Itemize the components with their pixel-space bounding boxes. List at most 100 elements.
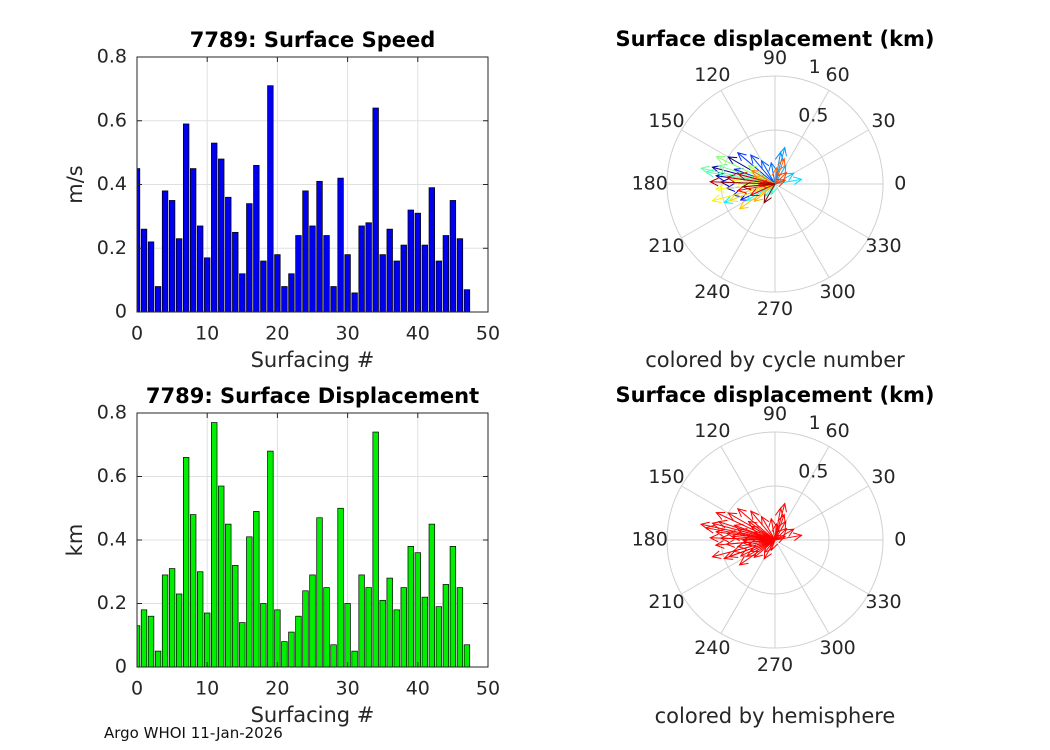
displacement-bar — [351, 650, 358, 668]
speed-bar — [190, 168, 197, 313]
polar-cycle-vector-head — [777, 157, 786, 168]
polar-hemisphere-vector-head — [776, 534, 787, 544]
polar-hemisphere-spoke — [774, 539, 830, 634]
polar-hemisphere-vector-head — [714, 540, 725, 549]
polar-cycle-angle-label: 270 — [757, 298, 793, 320]
displacement-bar — [295, 615, 302, 668]
polar-cycle-vector — [738, 173, 776, 185]
polar-hemisphere-vector-head — [792, 532, 803, 541]
speed-bar — [351, 292, 358, 313]
polar-cycle-vector-head — [749, 154, 760, 164]
displacement-ytick-label: 0.8 — [97, 402, 127, 424]
displacement-bar — [218, 485, 225, 668]
displacement-bar — [204, 612, 211, 668]
polar-cycle-angle-label: 30 — [871, 110, 895, 132]
polar-hemisphere-vector-head — [777, 513, 786, 524]
polar-hemisphere-vector — [774, 523, 777, 541]
displacement-xtick-label: 20 — [265, 678, 289, 700]
polar-cycle-vector-head — [778, 146, 787, 157]
polar-cycle-vector-head — [733, 167, 744, 177]
displacement-ytick-label: 0 — [115, 656, 127, 678]
displacement-bar — [288, 631, 295, 668]
speed-bar — [323, 235, 330, 313]
polar-cycle-vector-head — [728, 193, 739, 203]
polar-cycle-angle-label: 210 — [648, 235, 684, 257]
polar-hemisphere-vector-head — [717, 519, 728, 529]
polar-hemisphere-vector-head — [728, 549, 739, 559]
polar-cycle-vector — [737, 183, 776, 192]
polar-cycle-angle-label: 150 — [648, 110, 684, 132]
speed-bar — [358, 225, 365, 313]
speed-bar — [309, 225, 316, 313]
speed-bar — [239, 273, 246, 313]
speed-bar — [393, 260, 400, 313]
polar-cycle-vector — [750, 154, 776, 185]
polar-hemisphere-vector-head — [725, 530, 736, 539]
polar-hemisphere-angle-label: 30 — [871, 466, 895, 488]
polar-hemisphere-r-label: 1 — [809, 412, 821, 434]
displacement-bar — [428, 523, 435, 668]
displacement-bar — [358, 574, 365, 668]
displacement-xlabel: Surfacing # — [251, 703, 375, 727]
polar-hemisphere-angle-label: 60 — [826, 420, 850, 442]
speed-bar — [372, 107, 379, 313]
displacement-bar — [407, 545, 414, 668]
polar-hemisphere-vector-head — [715, 511, 726, 520]
speed-bar — [274, 254, 281, 313]
speed-xlabel: Surfacing # — [251, 348, 375, 372]
speed-bar — [344, 254, 351, 313]
displacement-bar — [372, 431, 379, 668]
polar-cycle-vector-head — [717, 163, 728, 173]
displacement-bar — [449, 545, 457, 668]
polar-hemisphere-angle-label: 120 — [694, 420, 730, 442]
polar-hemisphere-angle-label: 0 — [894, 529, 906, 551]
polar-cycle-vector-head — [715, 172, 725, 182]
speed-bar — [456, 238, 464, 313]
polar-cycle-vector-head — [776, 178, 787, 188]
polar-hemisphere-vector — [737, 508, 776, 541]
polar-hemisphere-vector — [739, 539, 776, 566]
polar-cycle-vector — [774, 147, 786, 185]
polar-cycle-vector — [774, 178, 802, 185]
displacement-bar — [154, 650, 162, 668]
polar-hemisphere-vector-head — [727, 512, 738, 521]
speed-bar — [288, 273, 295, 313]
polar-cycle-vector — [742, 183, 776, 188]
polar-hemisphere-vector-head — [737, 528, 748, 537]
polar-cycle-title: Surface displacement (km) — [615, 27, 934, 51]
speed-xtick-label: 50 — [476, 323, 500, 345]
speed-bar — [225, 196, 232, 313]
speed-xtick-label: 20 — [265, 323, 289, 345]
polar-hemisphere-angle-label: 90 — [763, 403, 787, 425]
polar-hemisphere-spoke — [774, 539, 869, 595]
speed-bar — [386, 228, 393, 313]
polar-hemisphere-vector — [763, 539, 776, 559]
polar-cycle-vector-head — [723, 195, 734, 204]
speed-bar — [175, 238, 183, 313]
speed-bar — [211, 142, 218, 313]
polar-cycle-vector — [751, 170, 776, 185]
polar-hemisphere-vector — [726, 532, 776, 541]
displacement-bar — [267, 450, 274, 668]
speed-bar — [302, 190, 309, 313]
polar-cycle-vector-head — [711, 194, 722, 203]
speed-xtick-label: 40 — [406, 323, 430, 345]
polar-hemisphere-vector — [710, 537, 776, 541]
polar-hemisphere-r-label: 0.5 — [798, 461, 828, 483]
polar-cycle-vector-head — [715, 155, 726, 164]
polar-cycle-vector — [774, 172, 787, 185]
speed-ytick-label: 0.6 — [97, 109, 127, 131]
speed-title: 7789: Surface Speed — [190, 28, 436, 52]
displacement-bar — [400, 587, 407, 668]
speed-bar — [161, 190, 169, 313]
polar-cycle-vector-head — [727, 156, 738, 165]
speed-bar — [267, 85, 274, 313]
displacement-bar — [323, 587, 330, 668]
displacement-bar — [379, 599, 386, 668]
displacement-bar — [253, 511, 260, 668]
polar-hemisphere-vector — [738, 529, 776, 541]
polar-cycle-vector-head — [714, 184, 725, 193]
speed-bar — [168, 200, 176, 313]
polar-hemisphere-vector-head — [709, 533, 719, 543]
